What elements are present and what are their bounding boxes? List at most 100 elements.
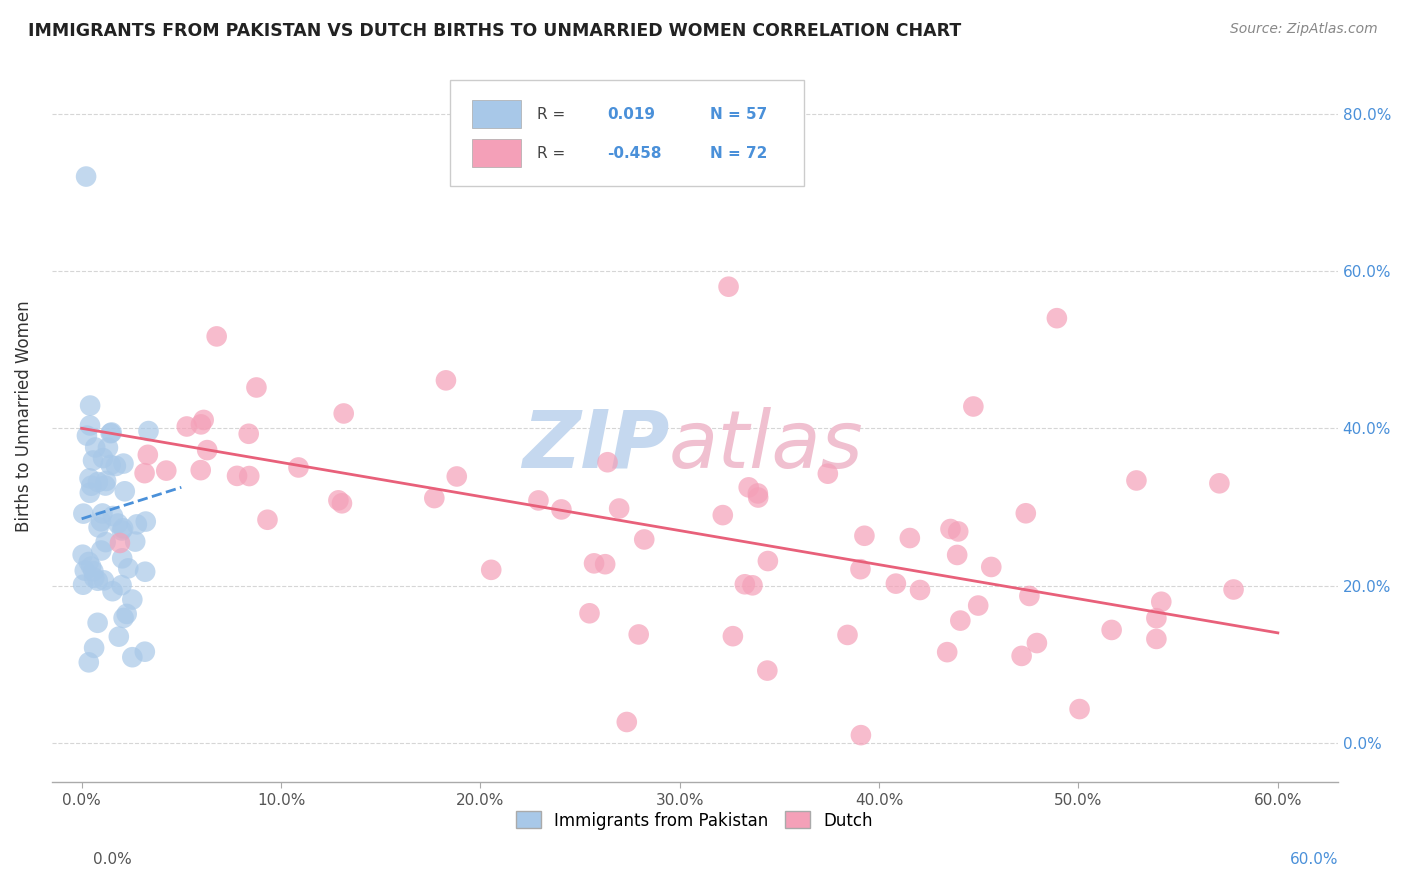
Point (1222, 582, 1244, 597)
Point (90, 514, 112, 528)
Point (101, 509, 124, 524)
Point (332, 407, 354, 421)
Point (330, 496, 353, 510)
Point (195, 443, 218, 458)
Point (527, 493, 550, 508)
Point (734, 577, 756, 591)
Point (107, 516, 129, 531)
Point (190, 417, 212, 432)
Point (73, 564, 96, 578)
Point (256, 513, 278, 527)
Point (125, 517, 148, 532)
Point (936, 645, 959, 659)
Point (1018, 589, 1040, 603)
Point (446, 469, 468, 483)
Point (72, 507, 94, 521)
Point (91, 451, 114, 466)
Point (108, 630, 131, 644)
Point (111, 524, 134, 538)
Point (117, 561, 139, 575)
Point (82, 564, 104, 578)
Point (134, 565, 156, 579)
Point (114, 484, 136, 499)
Point (849, 562, 872, 576)
Point (633, 533, 655, 547)
Point (711, 508, 734, 522)
Point (1069, 702, 1091, 716)
Text: R =: R = (537, 145, 569, 161)
Point (86, 615, 108, 630)
Point (100, 458, 122, 472)
Point (817, 467, 839, 481)
FancyBboxPatch shape (450, 80, 804, 186)
Point (738, 480, 761, 494)
Legend: Immigrants from Pakistan, Dutch: Immigrants from Pakistan, Dutch (509, 805, 880, 836)
Point (434, 373, 457, 387)
Point (721, 629, 744, 643)
Point (108, 536, 131, 550)
Point (479, 563, 502, 577)
Point (134, 466, 156, 480)
Point (79, 399, 101, 413)
Text: ZIP: ZIP (522, 407, 669, 484)
Point (607, 501, 630, 516)
Point (190, 463, 212, 477)
Point (121, 592, 143, 607)
Point (79, 471, 101, 485)
Point (616, 714, 638, 729)
Point (94, 478, 117, 492)
Point (193, 413, 215, 427)
Point (245, 380, 267, 394)
FancyBboxPatch shape (472, 139, 522, 167)
Point (1125, 474, 1147, 488)
Point (82, 453, 104, 467)
Point (80, 559, 103, 574)
Point (94, 535, 117, 549)
Point (967, 599, 990, 613)
Point (908, 582, 931, 597)
Point (97, 441, 120, 455)
Point (948, 524, 970, 539)
Point (627, 627, 650, 641)
Point (949, 614, 972, 628)
Point (1046, 311, 1069, 326)
Point (205, 329, 228, 343)
Point (134, 645, 156, 659)
Point (100, 425, 122, 440)
Point (423, 491, 446, 505)
Point (135, 515, 157, 529)
Point (138, 424, 160, 438)
Point (111, 551, 134, 566)
Point (717, 279, 740, 293)
Point (596, 455, 619, 469)
Point (593, 558, 616, 572)
Point (884, 576, 907, 591)
Point (939, 522, 962, 536)
Point (112, 457, 135, 471)
Point (76, 428, 98, 442)
Point (287, 460, 309, 475)
Point (93, 574, 115, 588)
Point (756, 664, 779, 678)
Point (741, 578, 763, 592)
Point (112, 521, 135, 535)
Point (124, 534, 146, 549)
Point (853, 529, 876, 543)
Point (72, 577, 94, 591)
Point (747, 491, 769, 505)
Text: IMMIGRANTS FROM PAKISTAN VS DUTCH BIRTHS TO UNMARRIED WOMEN CORRELATION CHART: IMMIGRANTS FROM PAKISTAN VS DUTCH BIRTHS… (28, 22, 962, 40)
Point (115, 607, 138, 621)
Point (1015, 506, 1038, 520)
Point (121, 650, 143, 665)
Point (101, 584, 124, 599)
Point (79, 485, 101, 500)
Text: 60.0%: 60.0% (1291, 852, 1339, 867)
Text: N = 72: N = 72 (710, 145, 768, 161)
Point (1144, 611, 1167, 625)
Point (91, 507, 114, 521)
Point (77, 555, 100, 569)
Text: 0.0%: 0.0% (93, 852, 132, 867)
Point (1144, 632, 1167, 646)
Point (1101, 623, 1123, 637)
Text: N = 57: N = 57 (710, 107, 768, 122)
